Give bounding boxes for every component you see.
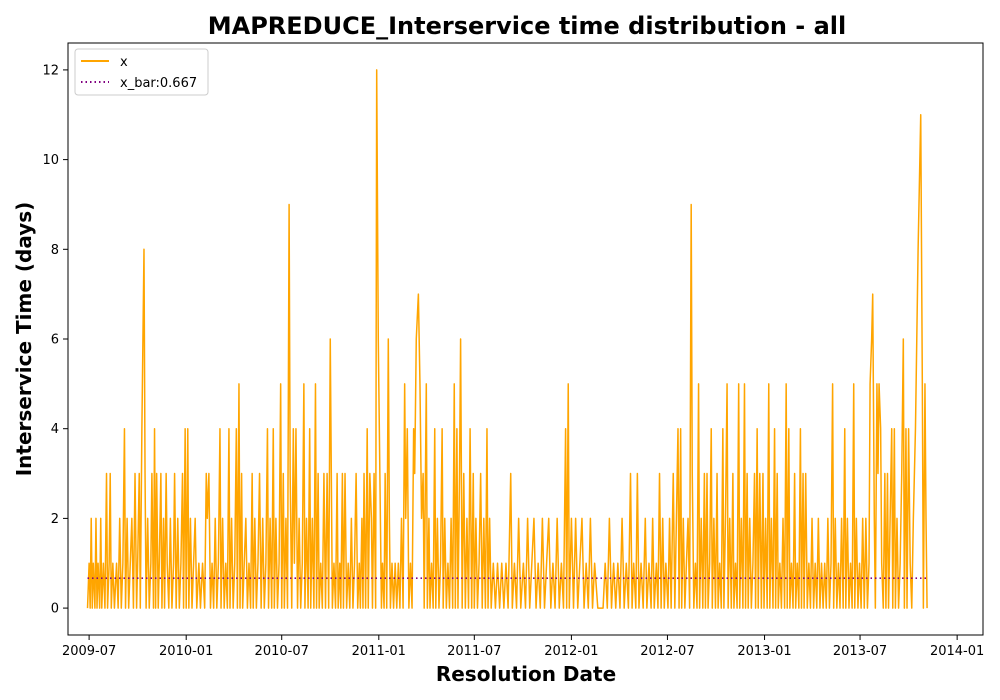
x-tick-label: 2012-01 (544, 644, 598, 659)
y-tick-label: 12 (42, 63, 59, 78)
legend: x x_bar:0.667 (74, 48, 209, 96)
x-tick-label: 2013-01 (737, 644, 791, 659)
x-axis-label: Resolution Date (436, 662, 616, 686)
x-tick-label: 2012-07 (640, 644, 694, 659)
x-tick-label: 2011-01 (352, 644, 406, 659)
chart-title: MAPREDUCE_Interservice time distribution… (208, 12, 847, 40)
x-tick-label: 2014-01 (930, 644, 984, 659)
y-axis-label: Interservice Time (days) (12, 202, 36, 477)
y-axis: 0 2 4 6 8 10 12 (42, 63, 68, 617)
y-tick-label: 8 (51, 243, 59, 258)
x-axis: 2009-07 2010-01 2010-07 2011-01 2011-07 2012-… (62, 635, 984, 659)
x-tick-label: 2009-07 (62, 644, 116, 659)
x-tick-label: 2010-07 (255, 644, 309, 659)
series-layer (86, 69, 928, 609)
x-tick-label: 2010-01 (159, 644, 213, 659)
legend-label-x-bar: x_bar:0.667 (120, 76, 197, 91)
y-tick-label: 6 (51, 333, 59, 348)
x-tick-label: 2011-07 (447, 644, 501, 659)
y-tick-label: 10 (42, 153, 59, 168)
y-tick-label: 0 (51, 602, 59, 617)
series-line-x (86, 69, 928, 609)
legend-label-x: x (120, 55, 128, 70)
x-tick-label: 2013-07 (833, 644, 887, 659)
y-tick-label: 4 (51, 422, 59, 437)
y-tick-label: 2 (51, 512, 59, 527)
